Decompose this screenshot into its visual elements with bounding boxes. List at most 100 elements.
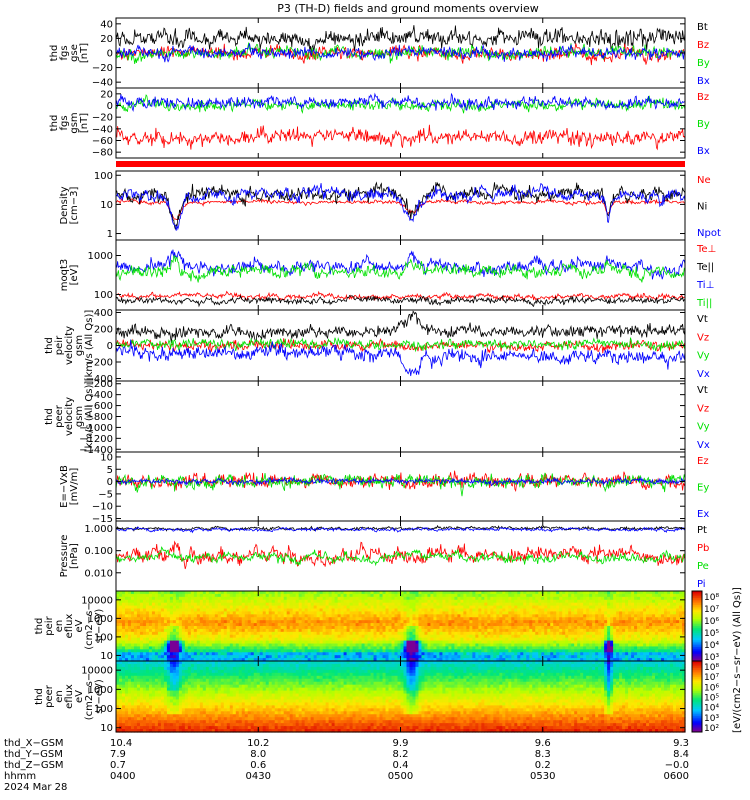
spectrogram-cell — [523, 626, 527, 630]
spectrogram-cell — [235, 658, 240, 662]
spectrogram-cell — [553, 652, 557, 656]
spectrogram-cell — [118, 596, 123, 601]
spectrogram-cell — [316, 649, 321, 653]
spectrogram-cell — [601, 599, 605, 604]
spectrogram-cell — [376, 634, 381, 639]
spectrogram-cell — [394, 658, 399, 662]
spectrogram-cell — [682, 611, 686, 615]
spectrogram-cell — [121, 681, 126, 686]
spectrogram-cell — [163, 611, 168, 615]
spectrogram-cell — [667, 637, 671, 642]
spectrogram-cell — [193, 634, 198, 639]
spectrogram-cell — [265, 652, 270, 656]
spectrogram-cell — [116, 611, 120, 615]
spectrogram-cell — [337, 602, 342, 607]
spectrogram-cell — [430, 631, 435, 636]
spectrogram-cell — [418, 617, 423, 621]
spectrogram-cell — [178, 655, 183, 659]
spectrogram-cell — [250, 596, 255, 601]
spectrogram-cell — [610, 623, 614, 627]
spectrogram-cell — [370, 626, 375, 630]
spectrogram-cell — [286, 634, 291, 639]
spectrogram-cell — [301, 605, 306, 610]
spectrogram-cell — [253, 617, 258, 621]
spectrogram-cell — [271, 649, 276, 653]
spectrogram-cell — [496, 596, 500, 601]
spectrogram-cell — [622, 640, 626, 645]
spectrogram-cell — [154, 626, 159, 630]
spectrogram-cell — [484, 617, 488, 621]
spectrogram-cell — [118, 684, 123, 689]
spectrogram-cell — [472, 631, 476, 636]
spectrogram-cell — [631, 593, 635, 598]
spectrogram-cell — [370, 620, 375, 624]
spectrogram-cell — [505, 602, 509, 607]
spectrogram-cell — [163, 617, 168, 621]
spectrogram-cell — [340, 611, 345, 615]
spectrogram-cell — [208, 628, 213, 633]
spectrogram-cell — [160, 608, 165, 613]
spectrogram-cell — [598, 591, 602, 595]
spectrogram-cell — [631, 652, 635, 656]
spectrogram-cell — [604, 611, 608, 615]
spectrogram-cell — [391, 614, 396, 618]
spectrogram-cell — [433, 611, 438, 615]
spectrogram-cell — [679, 614, 683, 618]
spectrogram-cell — [226, 605, 231, 610]
spectrogram-cell — [244, 634, 249, 639]
spectrogram-cell — [412, 640, 417, 645]
spectrogram-cell — [175, 593, 180, 598]
spectrogram-cell — [121, 675, 126, 680]
spectrogram-cell — [169, 658, 174, 662]
spectrogram-cell — [172, 658, 177, 662]
spectrogram-cell — [493, 637, 497, 642]
spectrogram-cell — [253, 596, 258, 601]
spectrogram-cell — [514, 640, 518, 645]
spectrogram-cell — [505, 655, 509, 659]
spectrogram-cell — [127, 640, 132, 645]
spectrogram-cell — [331, 655, 336, 659]
spectrogram-cell — [346, 646, 351, 650]
spectrogram-cell — [535, 628, 539, 633]
spectrogram-cell — [481, 626, 485, 630]
spectrogram-cell — [322, 631, 327, 636]
spectrogram-cell — [670, 608, 674, 613]
spectrogram-cell — [412, 593, 417, 598]
spectrogram-cell — [613, 620, 617, 624]
spectrogram-cell — [340, 643, 345, 648]
spectrogram-cell — [295, 620, 300, 624]
spectrogram-cell — [568, 608, 572, 613]
spectrogram-cell — [469, 599, 473, 604]
spectrogram-cell — [595, 655, 599, 659]
spectrogram-cell — [118, 602, 123, 607]
spectrogram-cell — [370, 611, 375, 615]
spectrogram-cell — [295, 640, 300, 645]
spectrogram-cell — [196, 628, 201, 633]
y-axis-label: velocity — [64, 397, 75, 436]
spectrogram-cell — [316, 655, 321, 659]
spectrogram-cell — [127, 605, 132, 610]
spectrogram-cell — [589, 634, 593, 639]
spectrogram-cell — [175, 614, 180, 618]
spectrogram-cell — [472, 658, 476, 662]
spectrogram-cell — [367, 646, 372, 650]
spectrogram-cell — [439, 602, 444, 607]
spectrogram-cell — [235, 623, 240, 627]
spectrogram-cell — [364, 608, 369, 613]
spectrogram-cell — [295, 628, 300, 633]
spectrogram-cell — [121, 649, 126, 653]
spectrogram-cell — [517, 596, 521, 601]
spectrogram-cell — [274, 637, 279, 642]
spectrogram-cell — [226, 591, 231, 595]
spectrogram-cell — [316, 593, 321, 598]
spectrogram-cell — [445, 652, 450, 656]
spectrogram-cell — [166, 655, 171, 659]
spectrogram-cell — [166, 628, 171, 633]
spectrogram-cell — [565, 602, 569, 607]
spectrogram-cell — [679, 617, 683, 621]
spectrogram-cell — [154, 623, 159, 627]
spectrogram-cell — [535, 620, 539, 624]
spectrogram-cell — [538, 623, 542, 627]
spectrogram-cell — [172, 596, 177, 601]
spectrogram-cell — [520, 596, 524, 601]
